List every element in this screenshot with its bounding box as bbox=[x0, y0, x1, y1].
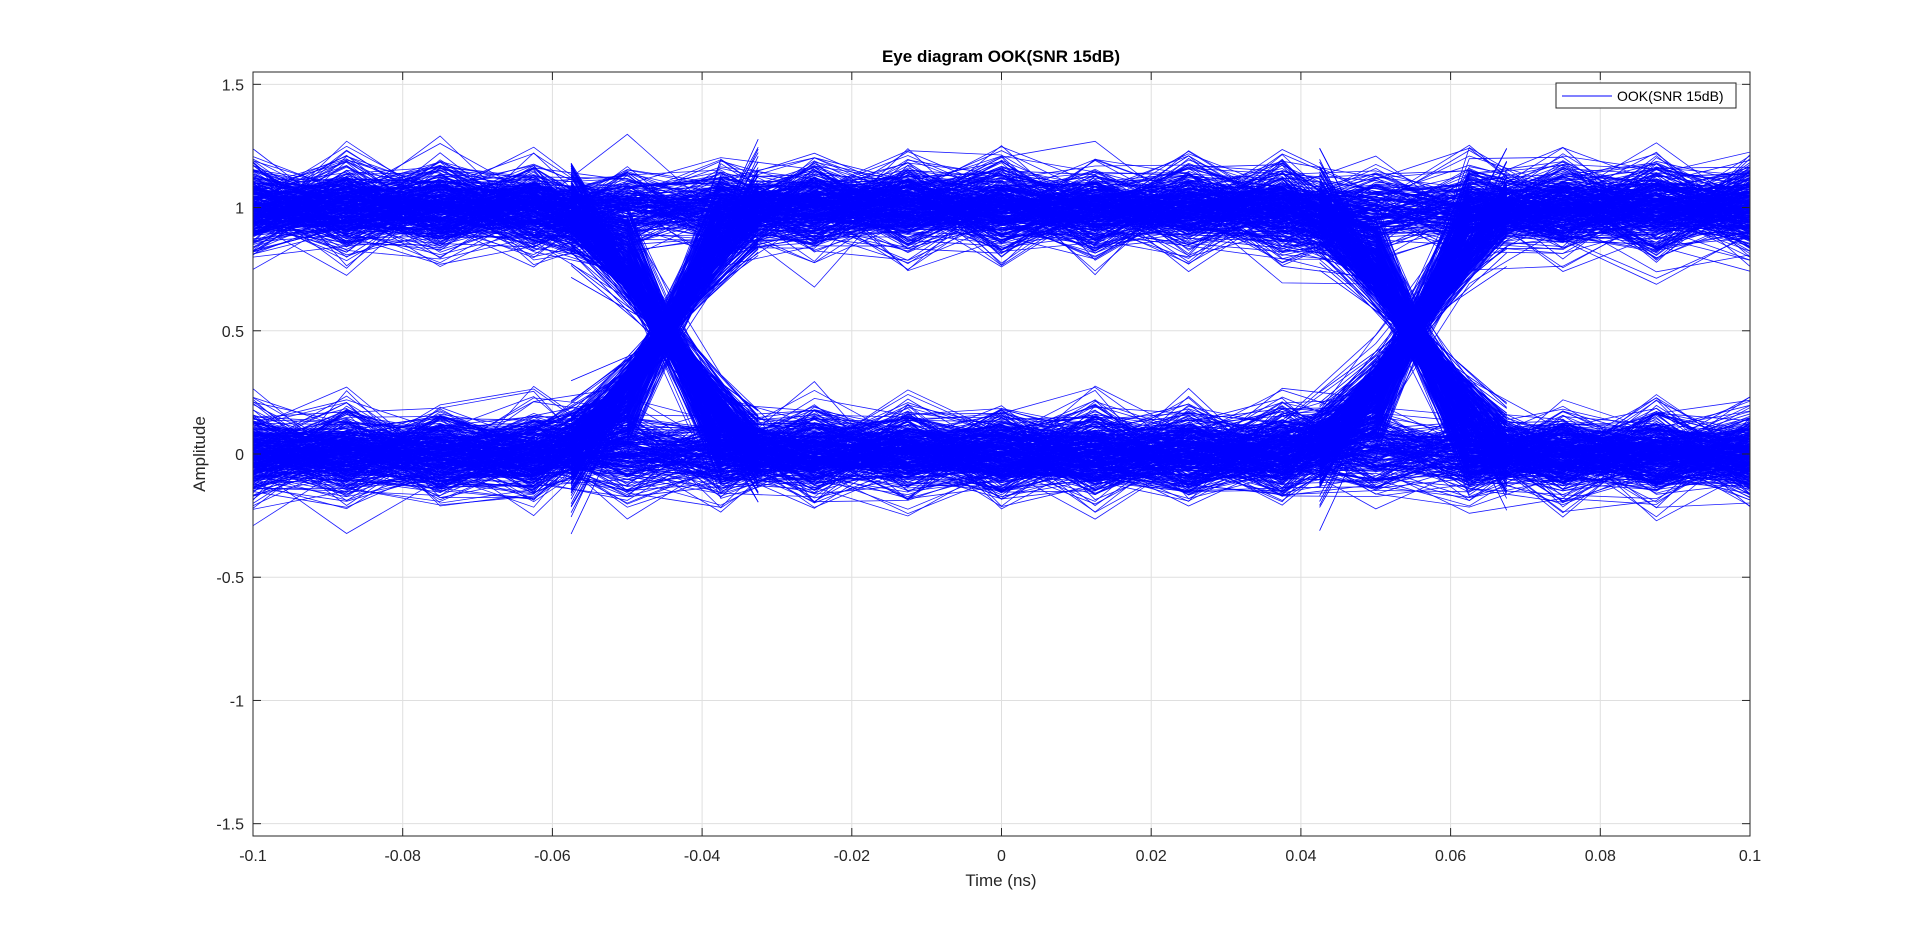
x-tick-label: -0.1 bbox=[239, 848, 267, 865]
transition-trace bbox=[1319, 224, 1508, 464]
transition-trace bbox=[570, 215, 759, 419]
transition-trace bbox=[1319, 248, 1507, 473]
transition-trace bbox=[1319, 218, 1508, 494]
legend-label: OOK(SNR 15dB) bbox=[1617, 88, 1724, 104]
transition-trace bbox=[1319, 233, 1508, 433]
transition-trace bbox=[1319, 241, 1508, 441]
eye-trace bbox=[253, 155, 1750, 475]
x-tick-label: -0.02 bbox=[834, 848, 871, 865]
transition-trace bbox=[1319, 181, 1508, 468]
transition-trace bbox=[570, 182, 759, 423]
transition-trace bbox=[570, 170, 759, 442]
axis-ticks: -0.1 -0.08 -0.06 -0.04 -0.02 0 0.02 0.04 0.06 0.0… bbox=[216, 72, 1761, 865]
legend: OOK(SNR 15dB) bbox=[1555, 82, 1737, 109]
transition-trace bbox=[1319, 214, 1508, 437]
transition-trace bbox=[570, 187, 759, 459]
transition-trace bbox=[570, 199, 759, 490]
transition-trace bbox=[570, 147, 759, 446]
x-tick-label: 0.06 bbox=[1435, 848, 1466, 865]
transition-trace bbox=[1319, 166, 1508, 482]
eye-traces bbox=[253, 133, 1750, 535]
x-tick-label: 0.02 bbox=[1136, 848, 1167, 865]
transition-trace bbox=[1319, 210, 1508, 461]
transition-trace bbox=[570, 167, 759, 429]
transition-trace bbox=[570, 225, 759, 448]
eye-trace bbox=[253, 155, 1750, 251]
transition-trace bbox=[1319, 222, 1507, 443]
x-tick-label: 0.1 bbox=[1739, 848, 1761, 865]
transition-trace bbox=[570, 201, 759, 449]
transition-trace bbox=[1319, 185, 1508, 413]
y-axis-label: Amplitude bbox=[190, 416, 209, 492]
transition-trace bbox=[570, 200, 759, 473]
x-axis-label: Time (ns) bbox=[965, 871, 1036, 890]
transition-trace bbox=[570, 236, 759, 465]
transition-trace bbox=[570, 207, 759, 444]
transition-trace bbox=[570, 236, 759, 452]
y-tick-label: 0 bbox=[235, 447, 244, 464]
y-tick-label: -1.5 bbox=[216, 817, 244, 834]
transition-trace bbox=[1319, 159, 1508, 472]
y-tick-label: -0.5 bbox=[216, 570, 244, 587]
transition-trace bbox=[570, 192, 759, 471]
transition-trace bbox=[570, 206, 759, 485]
transition-trace bbox=[1319, 210, 1508, 438]
transition-trace bbox=[1319, 192, 1508, 443]
transition-trace bbox=[570, 236, 759, 454]
eye-trace bbox=[253, 164, 1750, 490]
transition-trace bbox=[570, 188, 759, 461]
eye-trace bbox=[253, 162, 1750, 229]
transition-trace bbox=[570, 207, 759, 420]
y-tick-label: 1.5 bbox=[222, 77, 244, 94]
transition-trace bbox=[1319, 198, 1508, 487]
chart-title: Eye diagram OOK(SNR 15dB) bbox=[882, 47, 1120, 66]
x-tick-label: 0.08 bbox=[1585, 848, 1616, 865]
transition-trace bbox=[1319, 229, 1508, 448]
x-tick-label: -0.04 bbox=[684, 848, 721, 865]
transition-trace bbox=[570, 163, 759, 476]
eye-trace bbox=[253, 173, 1750, 479]
x-tick-label: 0.04 bbox=[1285, 848, 1316, 865]
transition-trace bbox=[570, 167, 759, 478]
x-tick-label: -0.08 bbox=[384, 848, 421, 865]
transition-trace bbox=[570, 152, 759, 453]
x-tick-label: 0 bbox=[997, 848, 1006, 865]
y-tick-label: 1 bbox=[235, 201, 244, 218]
transition-trace bbox=[1319, 213, 1507, 417]
eye-trace bbox=[253, 415, 1750, 503]
y-tick-label: 0.5 bbox=[222, 324, 244, 341]
x-tick-label: -0.06 bbox=[534, 848, 571, 865]
eye-trace bbox=[253, 173, 1750, 476]
eye-trace bbox=[253, 409, 1750, 503]
transition-trace bbox=[1319, 217, 1508, 464]
y-tick-label: -1 bbox=[230, 693, 244, 710]
